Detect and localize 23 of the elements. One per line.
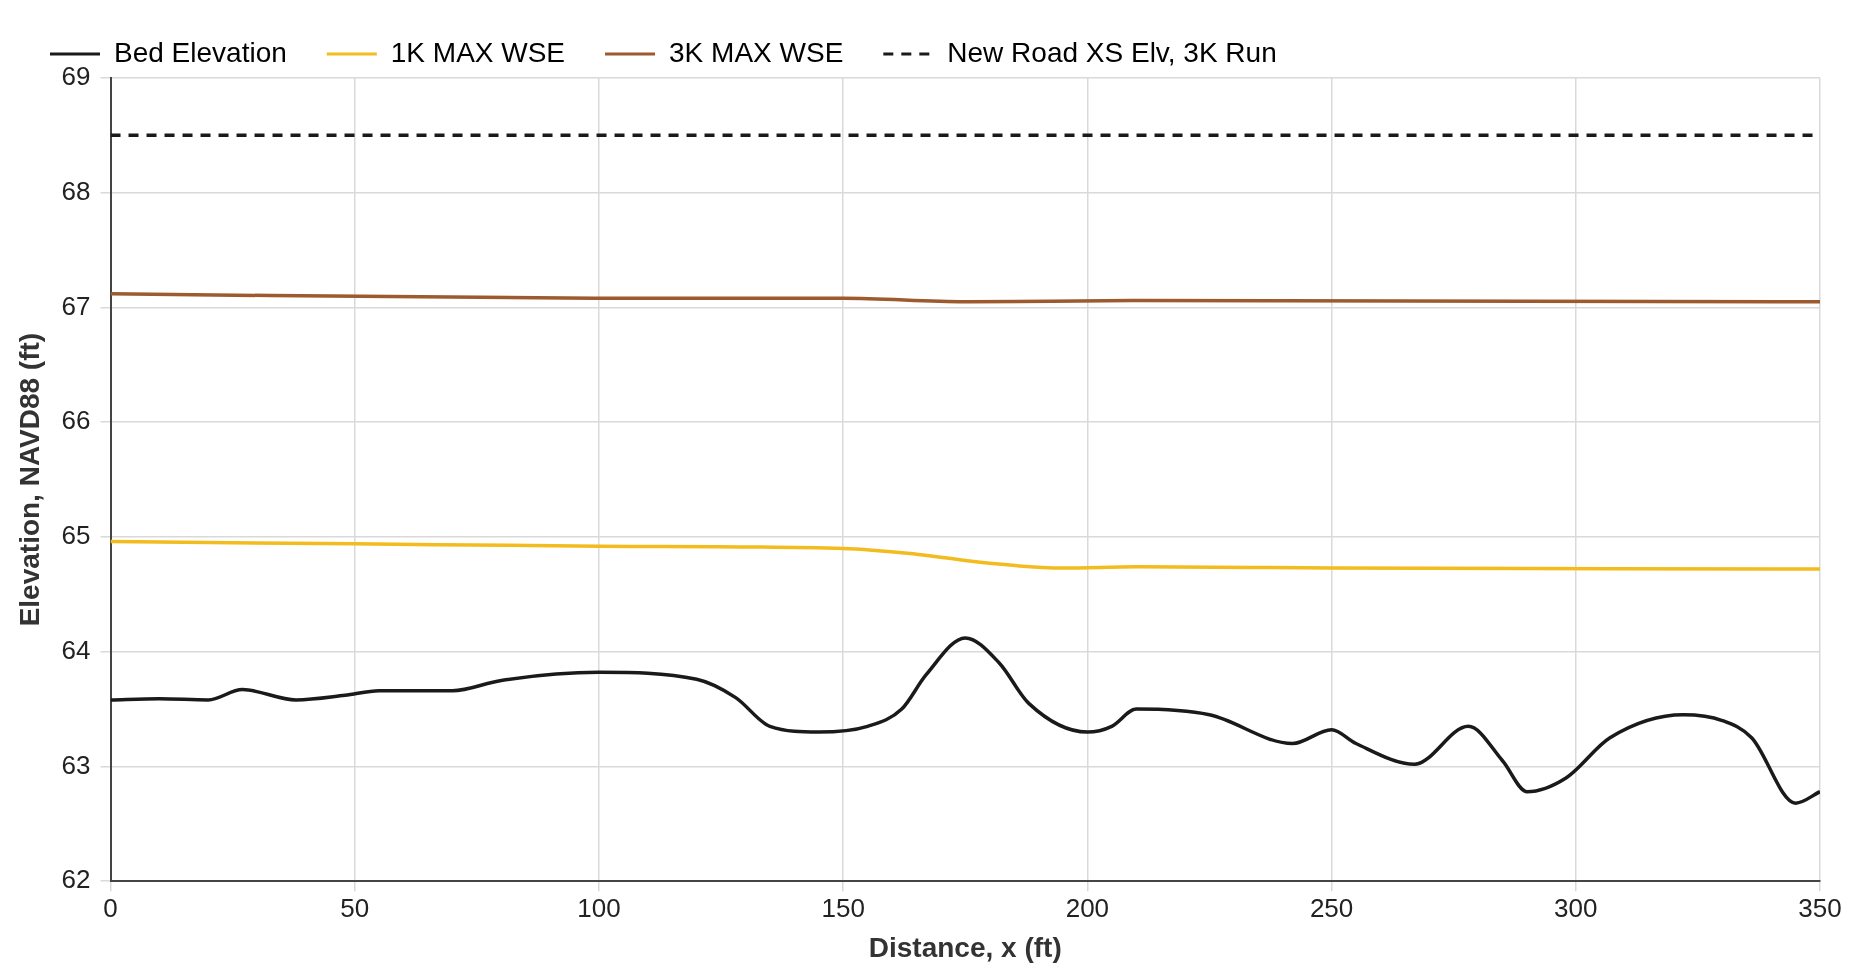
- line-series: [110, 291, 1820, 304]
- x-axis-title: Distance, x (ft): [868, 931, 1062, 963]
- x-tick-label: 50: [340, 892, 370, 923]
- y-tick-label: 62: [61, 864, 91, 895]
- y-tick-label: 69: [61, 61, 91, 92]
- y-tick-label: 65: [61, 520, 91, 551]
- legend-label: 3K MAX WSE: [669, 36, 844, 68]
- x-tick-label: 100: [577, 892, 621, 923]
- x-tick-label: 250: [1309, 892, 1354, 923]
- y-tick-label: 66: [61, 405, 91, 436]
- y-tick-label: 68: [61, 175, 91, 206]
- x-tick-label: 0: [103, 892, 118, 923]
- y-tick-label: 63: [61, 749, 91, 780]
- y-axis-title: Elevation, NAVD88 (ft): [13, 332, 45, 627]
- x-tick-label: 350: [1798, 892, 1842, 923]
- x-tick-label: 300: [1554, 892, 1598, 923]
- y-tick-label: 67: [61, 290, 91, 321]
- legend-label: 1K MAX WSE: [390, 36, 566, 68]
- legend-label: New Road XS Elv, 3K Run: [947, 36, 1277, 68]
- x-tick-label: 200: [1065, 892, 1110, 923]
- x-tick-label: 150: [821, 892, 865, 923]
- legend-label: Bed Elevation: [114, 36, 287, 68]
- y-tick-label: 64: [61, 634, 91, 665]
